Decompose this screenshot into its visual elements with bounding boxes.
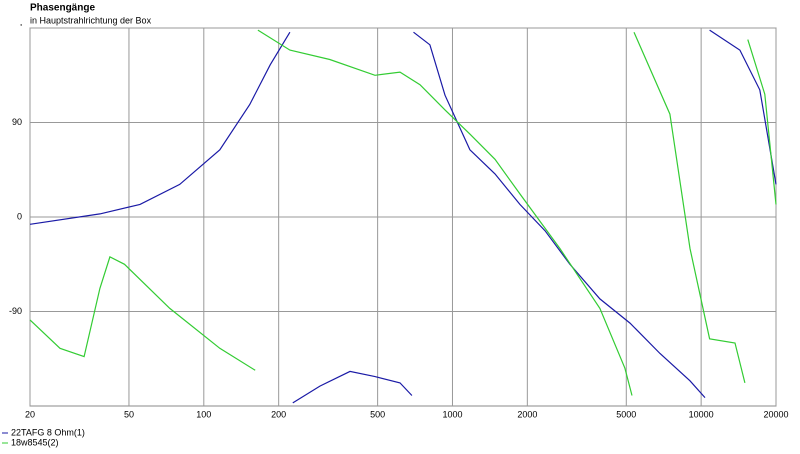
- x-tick-label: 20: [25, 409, 35, 419]
- x-tick-label: 50: [124, 409, 134, 419]
- x-tick-label: 100: [196, 409, 211, 419]
- y-tick-label: -90: [9, 306, 22, 316]
- chart-title: Phasengänge: [30, 3, 95, 14]
- series-line: [29, 29, 777, 396]
- x-tick-label: 2000: [517, 409, 537, 419]
- x-tick-label: 500: [370, 409, 385, 419]
- x-tick-label: 10000: [689, 409, 714, 419]
- legend-label: 22TAFG 8 Ohm(1): [11, 427, 85, 437]
- y-tick-label: ': [20, 22, 22, 32]
- series-line: [29, 29, 777, 404]
- y-tick-label: 90: [12, 117, 22, 127]
- x-tick-label: 200: [271, 409, 286, 419]
- x-tick-label: 20000: [763, 409, 788, 419]
- legend-label: 18w8545(2): [11, 437, 59, 447]
- x-tick-label: 1000: [442, 409, 462, 419]
- x-tick-label: 5000: [616, 409, 636, 419]
- y-tick-label: 0: [17, 211, 22, 221]
- chart-subtitle: in Hauptstrahlrichtung der Box: [30, 15, 152, 25]
